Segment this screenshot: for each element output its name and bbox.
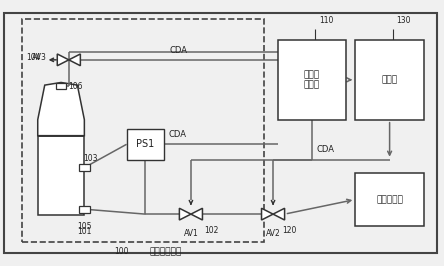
Text: 104: 104 xyxy=(27,53,41,62)
Polygon shape xyxy=(179,208,191,220)
Text: 涂布控制装置: 涂布控制装置 xyxy=(149,247,182,256)
Text: 抽真空装置: 抽真空装置 xyxy=(376,195,403,204)
Text: 阀门控
制单元: 阀门控 制单元 xyxy=(304,70,320,89)
Text: 100: 100 xyxy=(114,247,128,256)
Text: PS1: PS1 xyxy=(136,139,155,149)
Bar xyxy=(38,136,84,215)
Bar xyxy=(355,173,424,226)
Bar xyxy=(22,19,264,242)
Polygon shape xyxy=(69,54,80,66)
Polygon shape xyxy=(262,208,273,220)
Polygon shape xyxy=(191,208,202,220)
Text: 101: 101 xyxy=(77,227,91,236)
Bar xyxy=(355,40,424,120)
Bar xyxy=(79,164,90,171)
Bar xyxy=(56,83,67,89)
Text: CDA: CDA xyxy=(169,130,187,139)
Text: 106: 106 xyxy=(68,82,83,92)
Text: CDA: CDA xyxy=(316,145,334,154)
Bar xyxy=(278,40,346,120)
Polygon shape xyxy=(273,208,285,220)
Text: AV2: AV2 xyxy=(266,229,281,238)
Text: 110: 110 xyxy=(319,16,333,25)
Bar xyxy=(127,129,164,160)
Text: AV1: AV1 xyxy=(183,229,198,238)
Polygon shape xyxy=(38,82,84,136)
Text: 120: 120 xyxy=(282,226,296,235)
Text: 105: 105 xyxy=(77,222,91,231)
Text: 102: 102 xyxy=(204,226,218,235)
Polygon shape xyxy=(57,54,69,66)
Text: 103: 103 xyxy=(83,154,98,163)
Text: CDA: CDA xyxy=(170,45,188,55)
Bar xyxy=(79,206,90,213)
Text: AV3: AV3 xyxy=(32,53,47,62)
Text: 130: 130 xyxy=(396,16,411,25)
Text: 控制器: 控制器 xyxy=(381,75,398,84)
